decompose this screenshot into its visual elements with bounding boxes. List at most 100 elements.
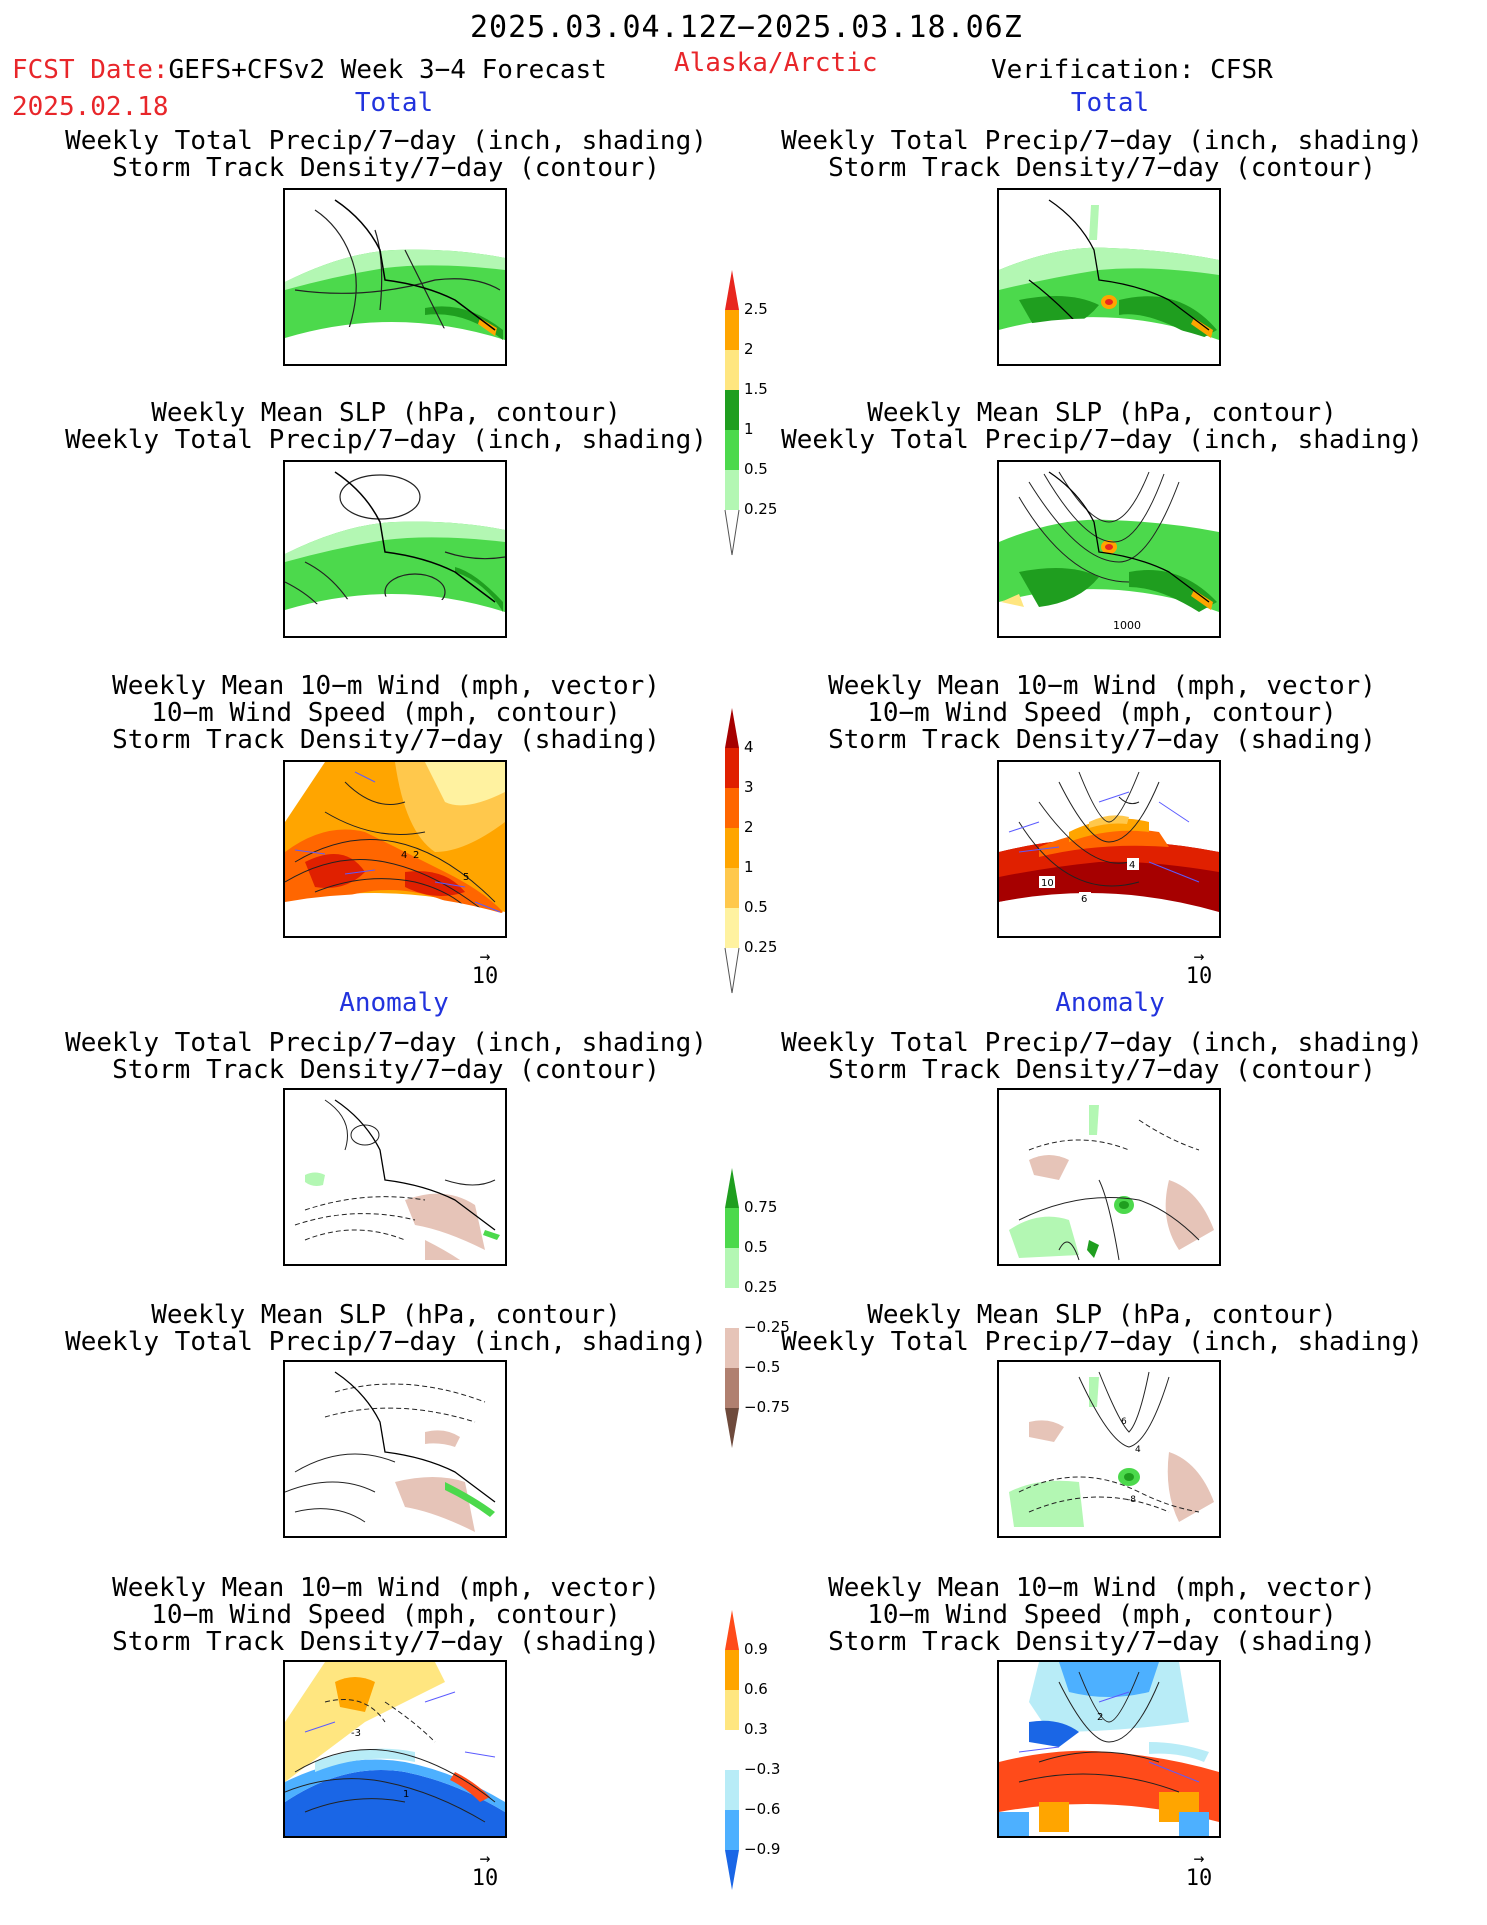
title-line: Storm Track Density/7−day (shading)	[112, 725, 660, 755]
fcst-date: 2025.02.18	[12, 92, 169, 122]
title-line: Weekly Mean SLP (hPa, contour)	[867, 398, 1337, 428]
panel-title-total-slp-right: Weekly Mean SLP (hPa, contour) Weekly To…	[752, 400, 1452, 454]
title-line: Weekly Total Precip/7−day (inch, shading…	[65, 1327, 707, 1357]
contour-label: 5	[463, 872, 469, 883]
reference-vector-total-left: → 10	[460, 946, 510, 990]
panel-title-anom-slp-left: Weekly Mean SLP (hPa, contour) Weekly To…	[36, 1302, 736, 1356]
colorbar-precip-anom: 0.75 0.5 0.25 −0.25 −0.5 −0.75	[722, 1168, 802, 1462]
title-line: Storm Track Density/7−day (shading)	[828, 1627, 1376, 1657]
contour-label: 2	[413, 850, 419, 861]
title-line: Weekly Total Precip/7−day (inch, shading…	[781, 126, 1423, 156]
title-line: Weekly Mean SLP (hPa, contour)	[867, 1300, 1337, 1330]
cbar-swatch	[725, 868, 739, 908]
cbar-swatch	[725, 1690, 739, 1730]
colorbar-storm-total: 4 3 2 1 0.5 0.25	[722, 708, 802, 1002]
panel-title-total-precip-right: Weekly Total Precip/7−day (inch, shading…	[752, 128, 1452, 182]
panel-title-anom-wind-left: Weekly Mean 10−m Wind (mph, vector) 10−m…	[36, 1575, 736, 1656]
title-line: Weekly Total Precip/7−day (inch, shading…	[781, 425, 1423, 455]
title-line: 10−m Wind Speed (mph, contour)	[867, 1600, 1337, 1630]
cbar-label: 2.5	[744, 300, 768, 318]
cbar-swatch	[725, 390, 739, 430]
cbar-label: 4	[744, 738, 754, 756]
title-line: Weekly Mean 10−m Wind (mph, vector)	[112, 671, 660, 701]
map-total-slp-cfsr: 1000	[997, 460, 1221, 638]
cbar-swatch	[725, 430, 739, 470]
arrow-right-icon: →	[1193, 1848, 1205, 1869]
panel-title-anom-precip-left: Weekly Total Precip/7−day (inch, shading…	[36, 1030, 736, 1084]
cbar-swatch	[725, 828, 739, 868]
cbar-label: 0.5	[744, 1238, 768, 1256]
cbar-label: −0.6	[744, 1800, 780, 1818]
reference-vector-label: 10	[1185, 964, 1213, 989]
cbar-label: 0.75	[744, 1198, 777, 1216]
contour-label: 1	[403, 1789, 409, 1800]
cbar-label: 0.5	[744, 898, 768, 916]
title-line: 10−m Wind Speed (mph, contour)	[151, 1600, 621, 1630]
cbar-swatch	[725, 1368, 739, 1408]
cbar-label: 2	[744, 340, 754, 358]
contour-label: -8	[1127, 1495, 1136, 1505]
title-line: Storm Track Density/7−day (contour)	[828, 153, 1376, 183]
cbar-label: −0.75	[744, 1398, 790, 1416]
title-line: Weekly Total Precip/7−day (inch, shading…	[65, 1028, 707, 1058]
contour-label: 2	[1097, 1712, 1103, 1723]
cbar-swatch	[725, 1730, 739, 1770]
title-line: Weekly Mean 10−m Wind (mph, vector)	[828, 1573, 1376, 1603]
colorbar-storm-anom-svg: 0.9 0.6 0.3 −0.3 −0.6 −0.9	[725, 1610, 780, 1890]
title-line: Weekly Mean SLP (hPa, contour)	[151, 398, 621, 428]
cbar-label: 0.25	[744, 1278, 777, 1296]
title-line: Weekly Total Precip/7−day (inch, shading…	[781, 1028, 1423, 1058]
forecast-info: FCST Date:GEFS+CFSv2 Week 3−4 Forecast	[12, 55, 607, 85]
cbar-tail	[724, 509, 740, 556]
contour-label: 4	[1129, 860, 1135, 871]
cbar-swatch	[725, 1610, 739, 1650]
cbar-label: 0.9	[744, 1640, 768, 1658]
cbar-label: −0.9	[744, 1840, 780, 1858]
colorbar-precip-total: 2.5 2 1.5 1 0.5 0.25	[722, 270, 802, 564]
contour-label: -3	[351, 1728, 361, 1739]
fcst-label: FCST Date:	[12, 55, 169, 85]
reference-vector-anom-left: → 10	[460, 1850, 510, 1892]
title-line: Storm Track Density/7−day (contour)	[112, 153, 660, 183]
map-anom-slp-cfsr: 6 4 -8	[997, 1360, 1221, 1538]
map-anom-precip-gefs	[283, 1088, 507, 1266]
map-total-precip-gefs	[283, 188, 507, 366]
cbar-label: −0.25	[744, 1318, 790, 1336]
panel-title-total-slp-left: Weekly Mean SLP (hPa, contour) Weekly To…	[36, 400, 736, 454]
title-line: Weekly Mean 10−m Wind (mph, vector)	[828, 671, 1376, 701]
cbar-label: 1.5	[744, 380, 768, 398]
contour-label: 10	[1041, 878, 1054, 889]
reference-vector-anom-right: → 10	[1174, 1848, 1224, 1892]
cbar-swatch	[725, 1850, 739, 1890]
arrow-right-icon: →	[479, 946, 491, 967]
title-line: Weekly Mean 10−m Wind (mph, vector)	[112, 1573, 660, 1603]
cbar-swatch	[725, 1650, 739, 1690]
cbar-label: 0.5	[744, 460, 768, 478]
title-line: Weekly Total Precip/7−day (inch, shading…	[65, 425, 707, 455]
map-total-slp-gefs	[283, 460, 507, 638]
map-total-wind-cfsr: 10 4 6	[997, 760, 1221, 938]
contour-label: 6	[1081, 894, 1087, 905]
title-line: Storm Track Density/7−day (shading)	[112, 1627, 660, 1657]
cbar-label: 0.3	[744, 1720, 768, 1738]
contour-label-1000: 1000	[1113, 619, 1141, 632]
panel-title-anom-slp-right: Weekly Mean SLP (hPa, contour) Weekly To…	[752, 1302, 1452, 1356]
reference-vector-label: 10	[1185, 1866, 1213, 1891]
section-total-right: Total	[1070, 88, 1150, 118]
cbar-label: 3	[744, 778, 754, 796]
title-line: Weekly Total Precip/7−day (inch, shading…	[65, 126, 707, 156]
title-line: Weekly Total Precip/7−day (inch, shading…	[781, 1327, 1423, 1357]
cbar-swatch	[725, 1168, 739, 1208]
cbar-label: 1	[744, 420, 754, 438]
map-anom-wind-gefs: -3 1	[283, 1660, 507, 1838]
colorbar-storm-total-svg: 4 3 2 1 0.5 0.25	[724, 708, 777, 994]
cbar-tail	[724, 947, 740, 994]
title-line: Storm Track Density/7−day (contour)	[112, 1055, 660, 1085]
cbar-swatch	[725, 788, 739, 828]
colorbar-precip-anom-svg: 0.75 0.5 0.25 −0.25 −0.5 −0.75	[725, 1168, 790, 1448]
cbar-swatch	[725, 1770, 739, 1810]
title-line: 10−m Wind Speed (mph, contour)	[867, 698, 1337, 728]
reference-vector-label: 10	[471, 964, 499, 989]
cbar-swatch	[725, 270, 739, 310]
colorbar-storm-anom: 0.9 0.6 0.3 −0.3 −0.6 −0.9	[722, 1610, 802, 1904]
